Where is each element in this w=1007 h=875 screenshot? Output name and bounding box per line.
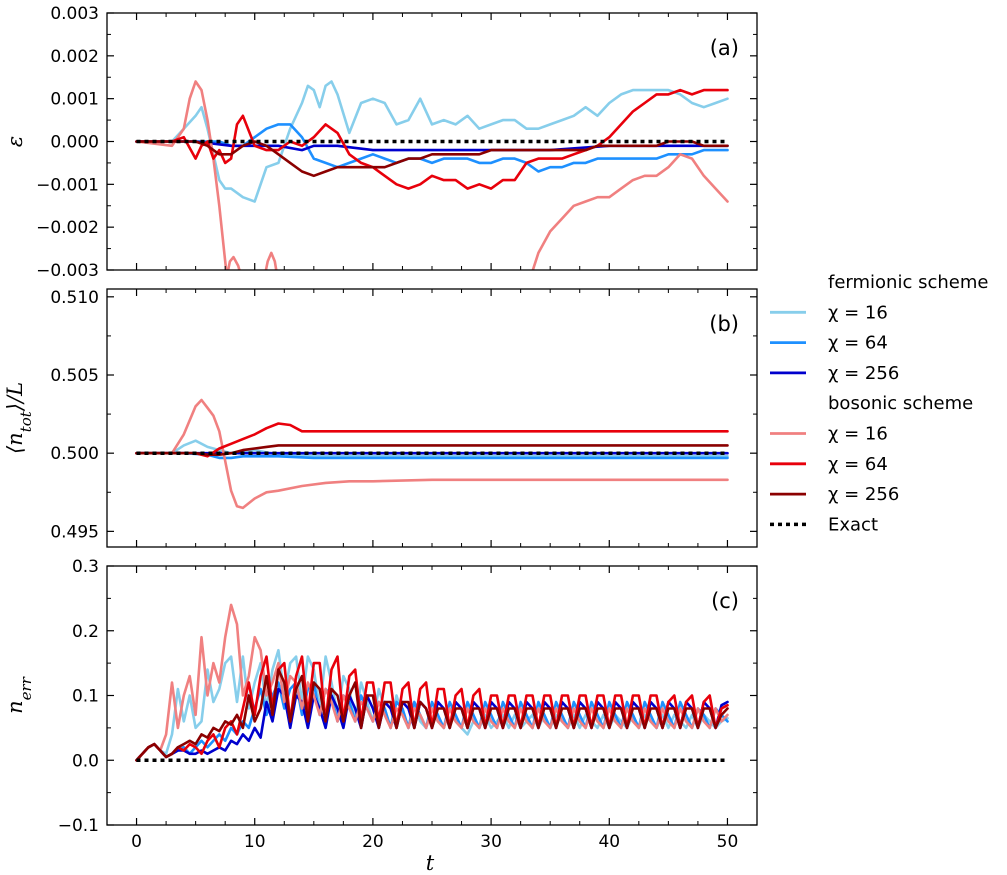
y-tick-label: 0.500: [50, 444, 99, 464]
series-line-b16: [226, 255, 241, 270]
y-tick-label: 0.1: [72, 687, 99, 707]
series-line-f64: [135, 123, 729, 173]
series-line-b256: [135, 140, 729, 178]
plot-frame: [106, 288, 758, 548]
series-line-f16: [135, 80, 729, 203]
series-line-b64: [135, 422, 729, 458]
y-tick-label: 0.3: [72, 557, 99, 577]
panel-b: 0.510 0.505 0.500 0.495 (b) ⟨ntot⟩/L: [3, 288, 758, 548]
legend-label-b64: χ = 64: [828, 454, 888, 475]
series-line-b16: [264, 251, 278, 270]
series-line-b16: [135, 80, 228, 270]
legend-label-f64: χ = 64: [828, 333, 888, 354]
series-group: [135, 80, 729, 270]
x-tick-label: 20: [362, 832, 384, 852]
x-tick-label: 30: [480, 832, 502, 852]
panel-c: 0 10 20 30 40 50 0.3 0.2 0.1 0.0 −0.1 (c) nerr t: [3, 557, 758, 875]
y-axis-label: ε: [3, 136, 27, 147]
series-line-b16: [135, 398, 729, 510]
y-tick-label: 0.495: [50, 522, 99, 542]
legend: fermionic scheme χ = 16 χ = 64 χ = 256 boson…: [770, 272, 988, 535]
y-tick-label: −0.003: [36, 261, 99, 281]
legend-label-exact: Exact: [828, 514, 878, 535]
panel-label: (c): [711, 589, 739, 613]
y-tick-label: −0.002: [36, 218, 99, 238]
x-tick-label: 0: [131, 832, 142, 852]
series-group: [135, 603, 729, 763]
y-tick-label: 0.2: [72, 622, 99, 642]
legend-label-f16: χ = 16: [828, 302, 888, 323]
y-tick-label: 0.510: [50, 288, 99, 308]
series-group: [135, 398, 729, 510]
y-tick-label: −0.001: [36, 175, 99, 195]
y-tick-label: −0.1: [58, 816, 99, 836]
y-tick-label: 0.002: [50, 47, 99, 67]
panel-label: (b): [709, 312, 739, 336]
legend-label-b16: χ = 16: [828, 424, 888, 445]
series-line-b256: [135, 668, 729, 762]
x-tick-label: 50: [717, 832, 739, 852]
series-line-f256: [135, 140, 729, 152]
y-tick-label: 0.505: [50, 366, 99, 386]
legend-header: fermionic scheme: [828, 272, 988, 293]
series-line-b64: [135, 88, 729, 190]
y-tick-label: 0.000: [50, 133, 99, 153]
series-line-b16: [135, 603, 729, 762]
legend-header: bosonic scheme: [828, 393, 973, 414]
x-tick-label: 10: [244, 832, 266, 852]
panel-a: 0.003 0.002 0.001 0.000 −0.001 −0.002 −0.003 (a…: [3, 4, 758, 281]
y-tick-label: 0.0: [72, 751, 99, 771]
y-tick-label: 0.001: [50, 90, 99, 110]
x-axis-label: t: [426, 851, 435, 875]
legend-label-b256: χ = 256: [828, 484, 899, 505]
series-line-b16: [531, 153, 729, 270]
panel-label: (a): [710, 36, 739, 60]
legend-label-f256: χ = 256: [828, 363, 899, 384]
y-tick-label: 0.003: [50, 4, 99, 24]
y-axis-label: ⟨ntot⟩/L: [3, 382, 35, 454]
y-axis-label: nerr: [3, 676, 35, 714]
x-tick-label: 40: [598, 832, 620, 852]
